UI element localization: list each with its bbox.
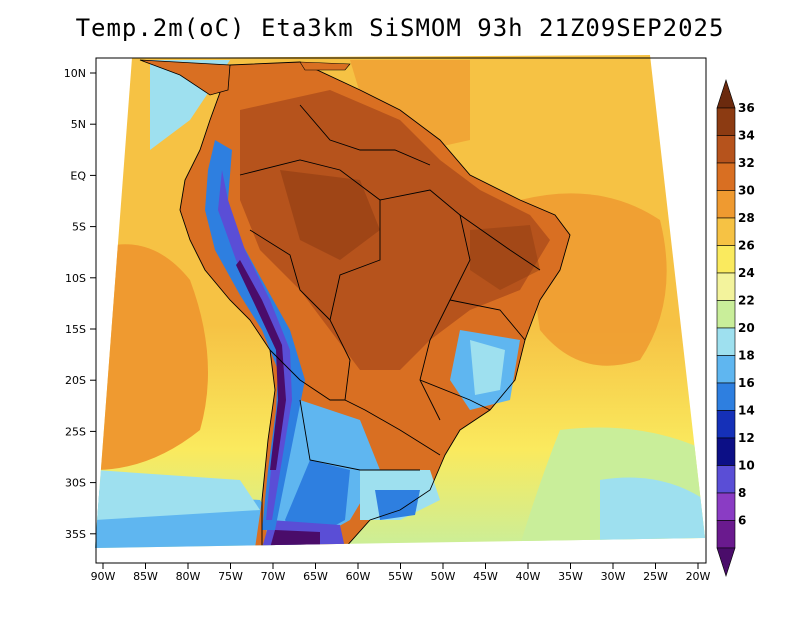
lon-tick-label: 25W (643, 570, 668, 583)
lat-tick-label: 25S (65, 425, 86, 438)
colorbar-label: 28 (738, 211, 755, 225)
lat-tick-label: 30S (65, 477, 86, 490)
colorbar-segment (716, 190, 736, 219)
lon-tick-label: 30W (601, 570, 626, 583)
colorbar-segment (716, 162, 736, 191)
lon-tick-label: 20W (686, 570, 711, 583)
lon-tick-label: 50W (431, 570, 456, 583)
lon-tick-label: 70W (261, 570, 286, 583)
lon-tick-label: 35W (558, 570, 583, 583)
colorbar-segment (716, 465, 736, 494)
colorbar-label: 12 (738, 431, 755, 445)
colorbar-label: 26 (738, 239, 755, 253)
latitude-ticks: 10N 5N EQ 5S 10S 15S 20S 25S 30S 35S (64, 67, 96, 541)
colorbar-segment (716, 327, 736, 356)
map-title: Temp.2m(oC) Eta3km SiSMOM 93h 21Z09SEP20… (75, 14, 725, 42)
andes-coldest (236, 260, 286, 470)
patagonia-coldest (270, 530, 320, 548)
colorbar-label: 18 (738, 349, 755, 363)
colorbar-label: 24 (738, 266, 755, 280)
colorbar-segment (716, 382, 736, 411)
colorbar-label: 36 (738, 101, 755, 115)
colorbar-label: 30 (738, 184, 755, 198)
colorbar-label: 32 (738, 156, 755, 170)
colorbar-label: 14 (738, 404, 755, 418)
colorbar-segment (716, 217, 736, 246)
colorbar-bottom-triangle (716, 547, 736, 577)
andes-colder (218, 170, 292, 520)
colorbar-label: 22 (738, 294, 755, 308)
colorbar-segment (716, 107, 736, 136)
colorbar-label: 20 (738, 321, 755, 335)
amazon-hot-region (240, 90, 550, 370)
colorbar-label: 10 (738, 459, 755, 473)
pacific-warm-patch (95, 244, 208, 470)
lon-tick-label: 90W (91, 570, 116, 583)
colorbar-segment (716, 135, 736, 164)
lat-tick-label: 15S (65, 323, 86, 336)
south-pacific-cooler (95, 470, 260, 520)
lon-tick-label: 85W (133, 570, 158, 583)
colorbar-segment (716, 245, 736, 274)
colorbar: 36 34 32 30 28 26 24 22 20 18 16 14 12 10 8 6 (716, 79, 755, 577)
colorbar-segment (716, 410, 736, 439)
caribbean-islands (299, 61, 351, 71)
lon-tick-label: 55W (388, 570, 413, 583)
lat-tick-label: 20S (65, 374, 86, 387)
central-america (139, 59, 231, 96)
colorbar-label: 16 (738, 376, 755, 390)
south-atlantic-cooler (600, 477, 705, 540)
lat-tick-label: 10S (65, 272, 86, 285)
amazon-hottest-core (280, 170, 380, 260)
lat-tick-label: 5S (72, 221, 86, 234)
map-domain (95, 55, 705, 548)
lon-tick-label: 45W (473, 570, 498, 583)
colorbar-segment (716, 492, 736, 521)
lat-tick-label: 35S (65, 528, 86, 541)
lon-tick-label: 40W (516, 570, 541, 583)
colorbar-segment (716, 272, 736, 301)
country-borders (179, 61, 571, 548)
colorbar-segment (716, 437, 736, 466)
colorbar-label: 8 (738, 486, 746, 500)
colorbar-label: 6 (738, 514, 746, 528)
lat-tick-label: EQ (70, 169, 86, 182)
lon-tick-label: 75W (218, 570, 243, 583)
northeast-hot-core (470, 225, 540, 290)
lon-tick-label: 60W (346, 570, 371, 583)
colorbar-label: 34 (738, 129, 755, 143)
colorbar-top-triangle (716, 79, 736, 109)
colorbar-segment (716, 300, 736, 329)
lon-tick-label: 80W (176, 570, 201, 583)
uruguay-coldcore (375, 490, 420, 520)
lat-tick-label: 5N (71, 118, 86, 131)
colorbar-segment (716, 520, 736, 549)
lat-tick-label: 10N (64, 67, 86, 80)
longitude-ticks: 90W 85W 80W 75W 70W 65W 60W 55W 50W 45W 40W 35W 30W 2… (91, 563, 711, 583)
colorbar-segment (716, 355, 736, 384)
lon-tick-label: 65W (303, 570, 328, 583)
southeast-highlands-core (470, 340, 505, 395)
